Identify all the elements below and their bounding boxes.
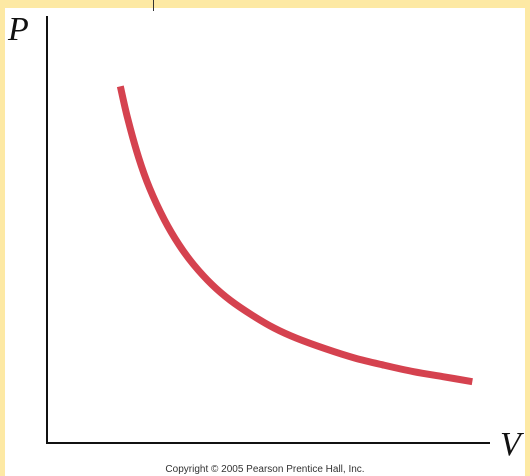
top-divider xyxy=(153,0,154,11)
axes xyxy=(46,16,490,444)
copyright-text: Copyright © 2005 Pearson Prentice Hall, … xyxy=(165,464,364,475)
top-border xyxy=(0,0,530,8)
x-axis-label: V xyxy=(500,426,525,463)
y-axis-label: P xyxy=(7,11,29,48)
series-layer xyxy=(116,85,473,386)
series-line-0 xyxy=(116,85,473,386)
right-border xyxy=(525,0,530,476)
left-border xyxy=(0,0,5,476)
